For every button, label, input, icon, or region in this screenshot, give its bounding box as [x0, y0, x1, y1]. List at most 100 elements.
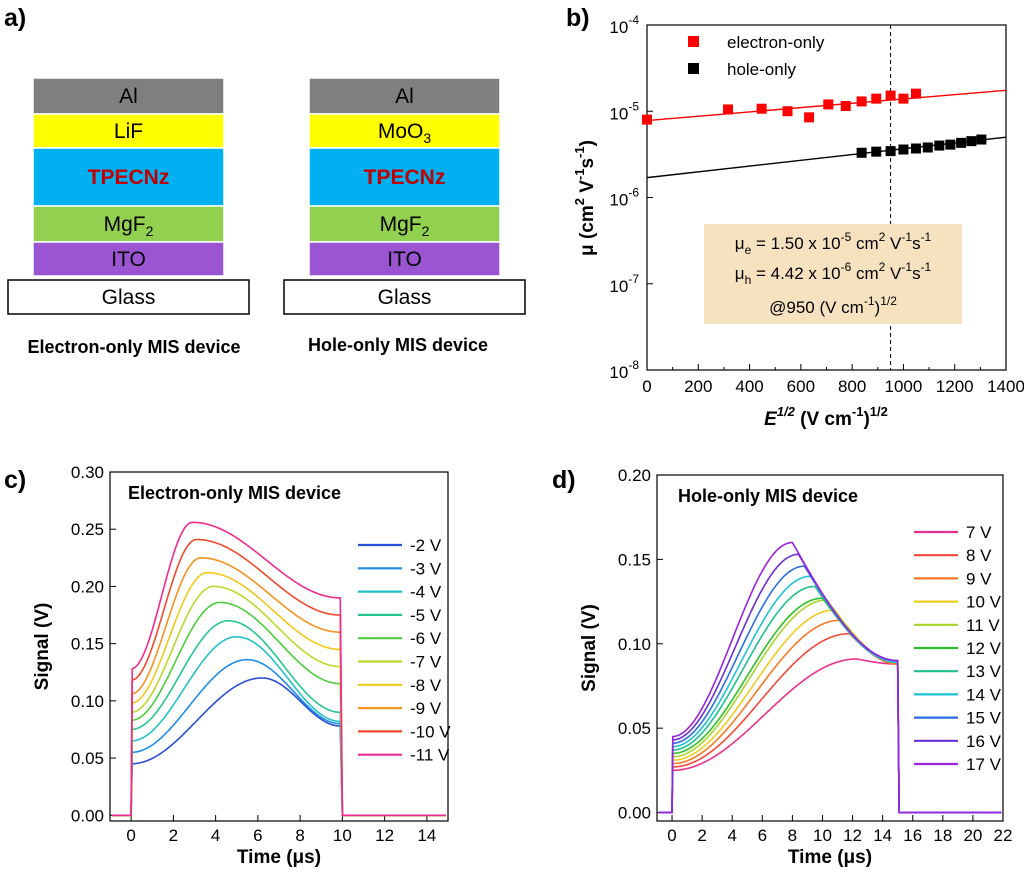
legend-marker [688, 36, 699, 47]
electron-only-point [885, 90, 896, 101]
electron-plot-title: Electron-only MIS device [128, 483, 341, 503]
electron-layer-label-tpecnz: TPECNz [88, 166, 170, 189]
hole-plot-frame [656, 474, 1004, 822]
x-tick-label: 4 [211, 826, 220, 845]
hole-y-axis-title: Signal (V) [579, 604, 600, 692]
hole-only-point [976, 134, 987, 145]
x-tick-label: 10 [813, 826, 832, 845]
electron-legend-label: -8 V [410, 676, 442, 695]
hole-layer-al [308, 77, 501, 115]
x-tick-label: 8 [295, 826, 304, 845]
x-tick-label: 12 [375, 826, 394, 845]
hole-only-point [885, 146, 896, 157]
electron-legend-label: -5 V [410, 606, 442, 625]
hole-device-caption: Hole-only MIS device [308, 335, 488, 355]
hole-only-point [966, 136, 977, 147]
hole-series-line [658, 599, 1002, 814]
legend-marker [688, 63, 699, 74]
x-tick-label: 0 [667, 826, 676, 845]
hole-legend-label: 8 V [966, 546, 992, 565]
electron-layer-label-mgf2: MgF2 [104, 213, 154, 239]
x-tick-label: 1400 [987, 377, 1024, 396]
hole-only-point [898, 144, 909, 155]
x-tick-label: 14 [873, 826, 892, 845]
electron-layer-label-ito: ITO [111, 248, 146, 271]
electron-layer-al [32, 77, 225, 115]
hole-legend-label: 12 V [966, 639, 1002, 658]
hole-layer-label-mgf2: MgF2 [380, 213, 430, 239]
hole-legend-label: 15 V [966, 709, 1002, 728]
hole-layer-label-moo3: MoO3 [378, 120, 432, 146]
legend-label: electron-only [727, 33, 825, 52]
x-tick-label: 600 [787, 377, 815, 396]
hole-only-point [856, 147, 867, 158]
hole-only-device-stack: Al MoO3 TPECNz MgF2 ITO Glass [283, 77, 526, 315]
x-tick-label: 6 [758, 826, 767, 845]
hole-legend-label: 17 V [966, 755, 1002, 774]
electron-series-line [112, 636, 446, 817]
y-tick-label: 0.25 [71, 520, 104, 539]
electron-only-point [898, 93, 909, 104]
panel-label-d: d) [552, 466, 576, 494]
y-tick-label: 0.05 [71, 749, 104, 768]
x-tick-label: 18 [933, 826, 952, 845]
hole-layer-ito [308, 241, 501, 277]
y-tick-label: 10-5 [609, 99, 639, 123]
x-tick-label: 0 [642, 377, 651, 396]
electron-series-line [112, 571, 446, 817]
hole-only-point [956, 137, 967, 148]
electron-series-line [112, 585, 446, 817]
hole-legend-label: 11 V [966, 616, 1000, 635]
hole-legend-label: 9 V [966, 569, 992, 588]
mobility-annotation-line: @950 (V cm-1)1/2 [769, 294, 897, 317]
panel-label-b: b) [566, 4, 590, 32]
mobility-annotation-box [704, 224, 962, 324]
x-tick-label: 22 [994, 826, 1013, 845]
electron-only-point [756, 103, 767, 114]
x-tick-label: 2 [697, 826, 706, 845]
y-tick-label: 10-4 [609, 13, 639, 37]
electron-device-caption: Electron-only MIS device [27, 337, 240, 357]
hole-layer-label-tpecnz: TPECNz [364, 166, 446, 189]
x-tick-label: 6 [253, 826, 262, 845]
electron-legend-label: -11 V [410, 746, 450, 765]
x-tick-label: 10 [333, 826, 352, 845]
y-tick-label: 0.30 [71, 463, 104, 482]
electron-layer-label-lif: LiF [114, 120, 143, 143]
hole-only-point [945, 139, 956, 150]
hole-layer-label-ito: ITO [387, 248, 422, 271]
hole-legend-label: 10 V [966, 593, 1002, 612]
y-tick-label: 0.10 [71, 692, 104, 711]
hole-series-line [658, 597, 1002, 814]
hole-plot-title: Hole-only MIS device [678, 486, 858, 506]
electron-only-point [642, 114, 652, 125]
x-tick-label: 8 [788, 826, 797, 845]
hole-legend-label: 13 V [966, 662, 1002, 681]
electron-layer-lif [32, 113, 225, 149]
hole-series-line [658, 553, 1002, 814]
electron-only-point [871, 93, 882, 104]
y-tick-label: 0.15 [618, 550, 651, 569]
y-tick-label: 0.20 [71, 577, 104, 596]
x-tick-label: 400 [735, 377, 763, 396]
hole-substrate-label: Glass [378, 286, 432, 309]
electron-series-line [112, 677, 446, 817]
electron-layer-label-al: Al [119, 85, 138, 108]
electron-only-point [840, 101, 851, 112]
y-tick-label: 0.15 [71, 635, 104, 654]
x-tick-label: 2 [169, 826, 178, 845]
y-tick-label: 10-8 [609, 358, 639, 382]
electron-legend-label: -9 V [410, 699, 442, 718]
electron-only-point [723, 104, 734, 115]
electron-series-line [112, 620, 446, 817]
y-tick-label: 0.05 [618, 719, 651, 738]
x-tick-label: 1200 [936, 377, 974, 396]
electron-only-point [856, 96, 867, 107]
y-tick-label: 10-7 [609, 272, 639, 296]
hole-x-axis-title: Time (μs) [788, 847, 872, 868]
hole-only-point [934, 140, 945, 151]
x-tick-label: 16 [903, 826, 922, 845]
electron-legend-label: -2 V [410, 536, 442, 555]
y-tick-label: 0.00 [618, 804, 651, 823]
hole-only-point [922, 142, 933, 153]
